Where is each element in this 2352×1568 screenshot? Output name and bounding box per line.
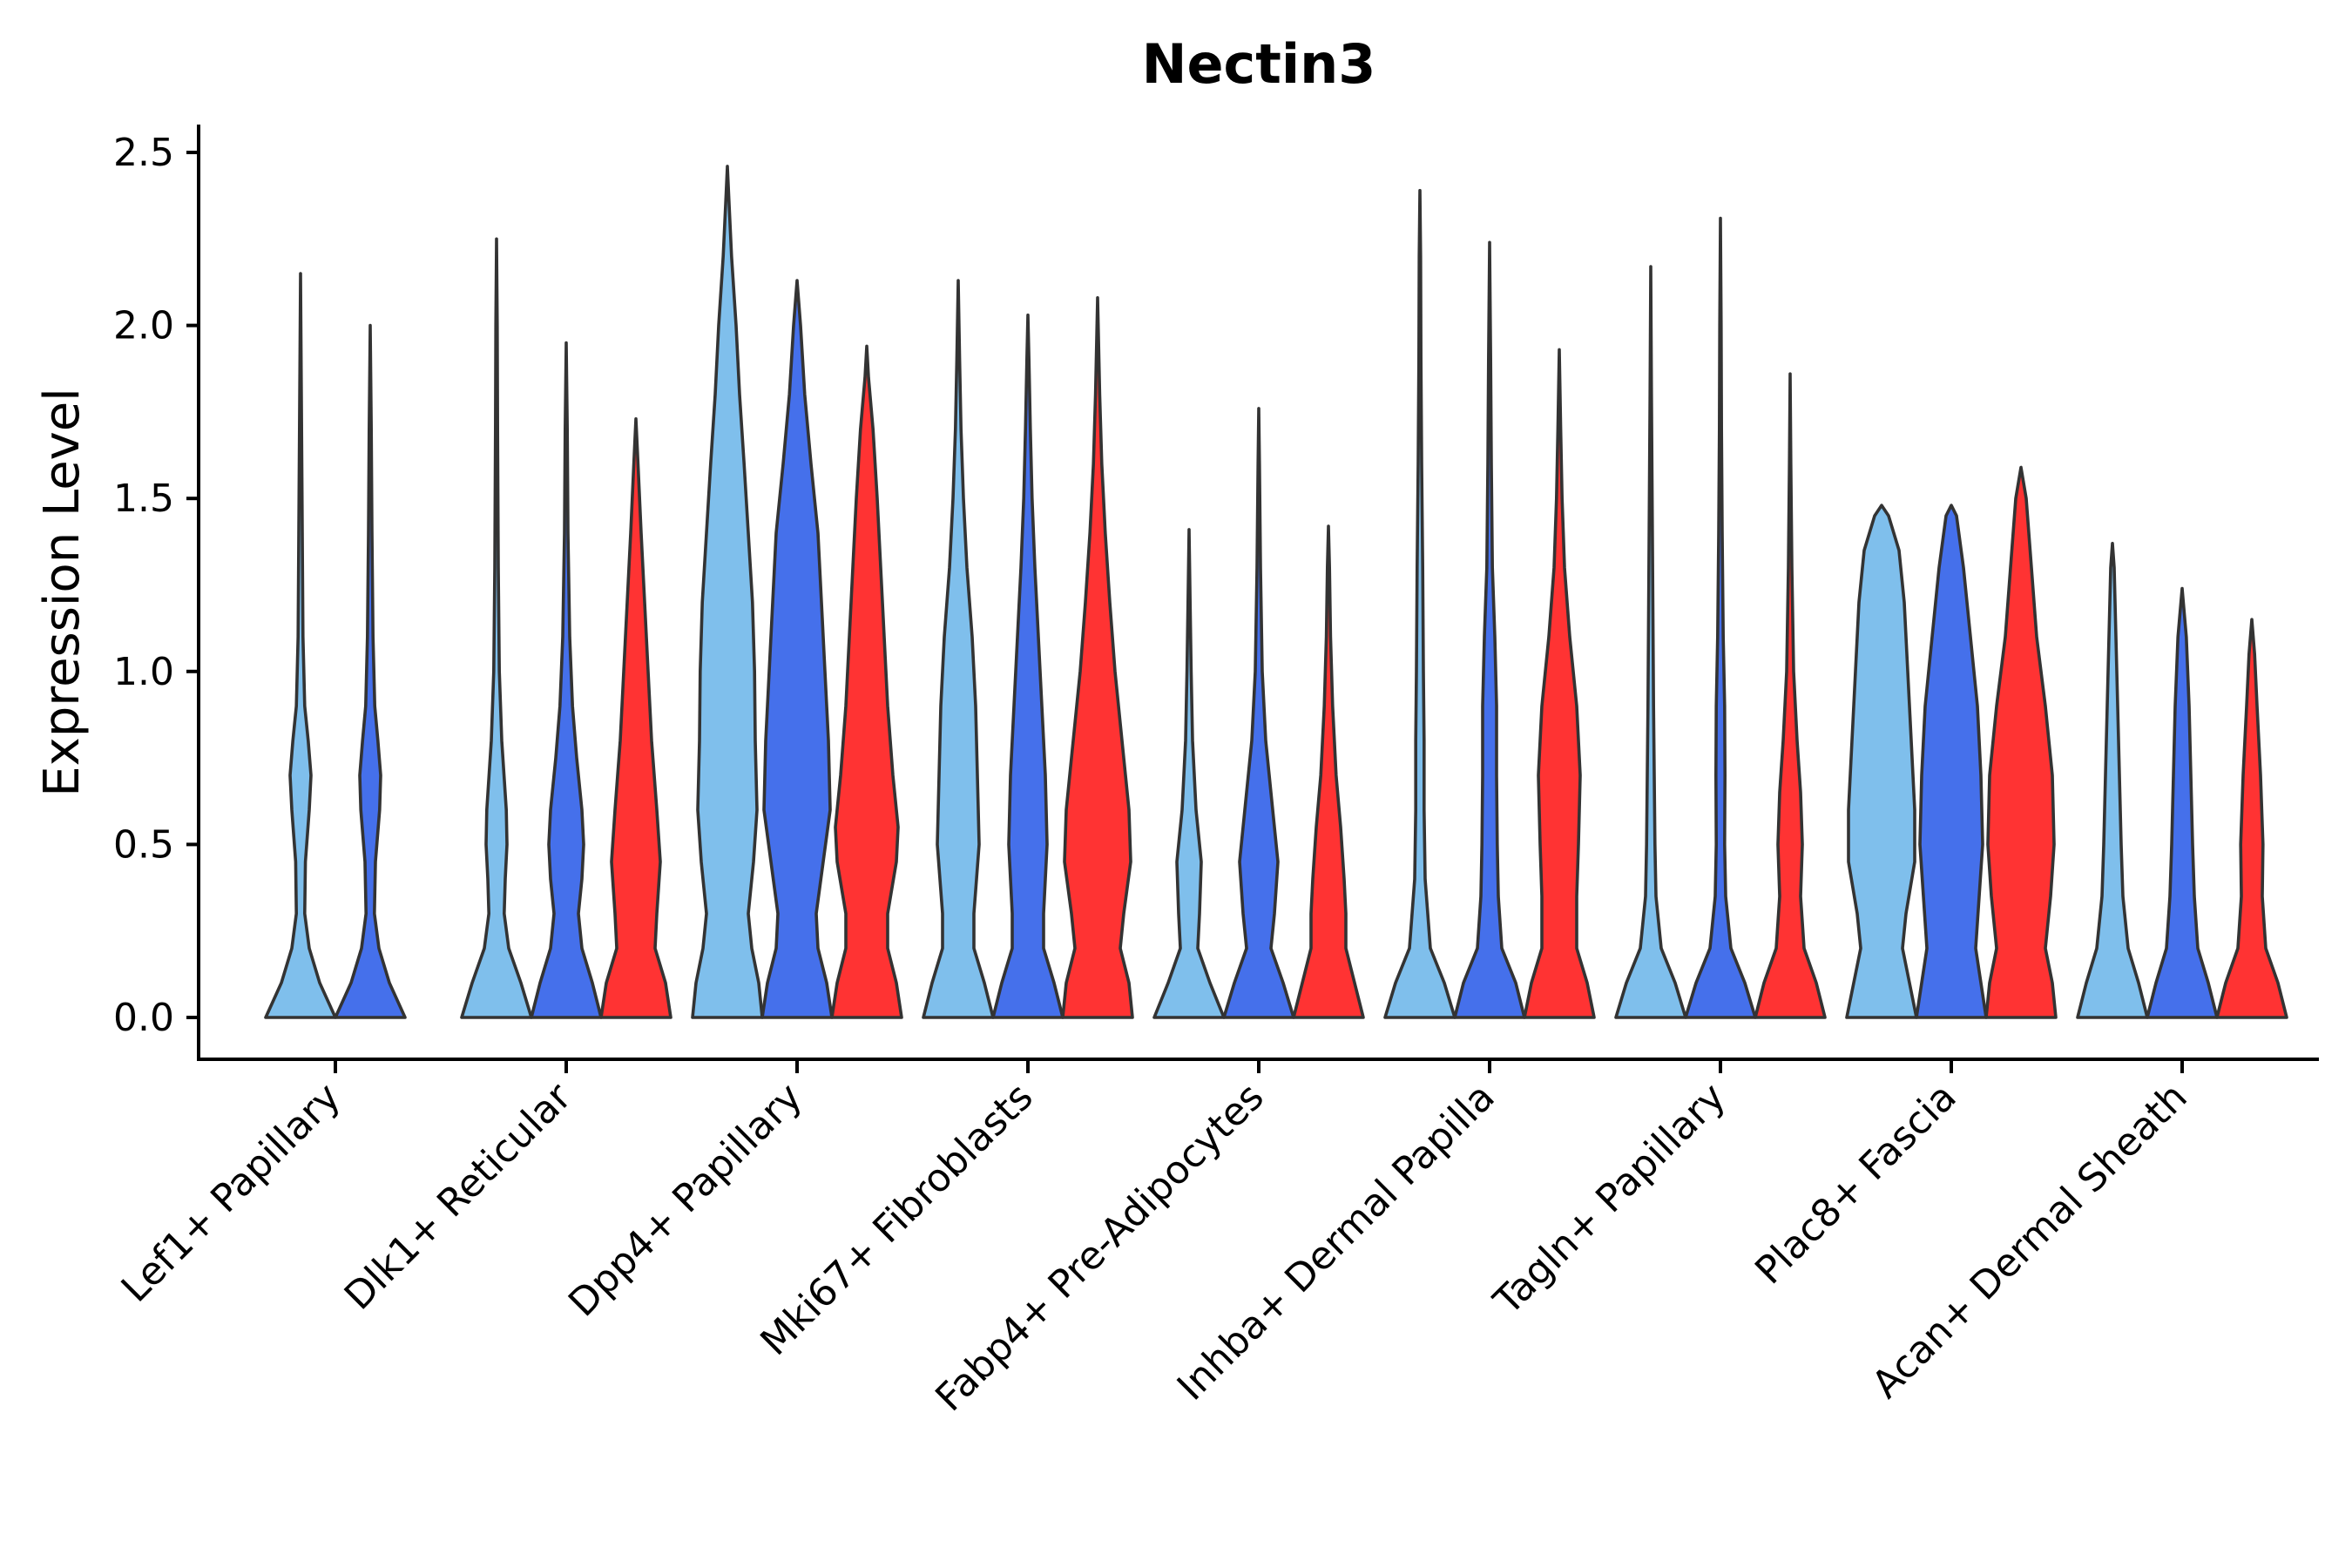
violin-layer — [264, 165, 2288, 1019]
y-tick-label: 0.0 — [113, 996, 174, 1040]
x-tick-label: Lef1+ Papillary — [113, 1075, 349, 1311]
y-tick-label: 1.5 — [113, 476, 174, 521]
violin-9-group-2 — [2146, 586, 2219, 1019]
y-tick-label: 2.5 — [113, 131, 174, 175]
violin-2-group-3 — [599, 417, 672, 1019]
x-tick-label: Plac8+ Fascia — [1747, 1075, 1965, 1294]
violin-9-group-3 — [2215, 618, 2288, 1019]
x-tick-label: Dlk1+ Reticular — [336, 1074, 581, 1319]
violin-3-group-2 — [760, 279, 834, 1019]
violin-5-group-3 — [1292, 524, 1365, 1019]
violin-7-group-2 — [1684, 216, 1757, 1019]
violin-5-group-1 — [1152, 528, 1226, 1019]
violin-6-group-2 — [1453, 240, 1526, 1019]
y-tick-label: 0.5 — [113, 822, 174, 867]
violin-7-group-3 — [1754, 372, 1827, 1019]
violin-3-group-3 — [830, 344, 903, 1019]
x-tick-label: Tagln+ Papillary — [1485, 1075, 1734, 1324]
violin-7-group-1 — [1614, 265, 1687, 1019]
violin-6-group-1 — [1383, 188, 1456, 1019]
violin-1-group-2 — [334, 323, 407, 1019]
y-tick-label: 2.0 — [113, 304, 174, 348]
x-tick-label: Dpp4+ Papillary — [560, 1075, 811, 1326]
violin-8-group-2 — [1915, 504, 1988, 1019]
violin-8-group-3 — [1984, 465, 2058, 1019]
violin-6-group-3 — [1523, 348, 1596, 1019]
chart-title: Nectin3 — [1142, 32, 1376, 96]
violin-2-group-1 — [460, 237, 533, 1019]
violin-9-group-1 — [2076, 542, 2149, 1019]
violin-4-group-2 — [991, 313, 1064, 1019]
y-axis-label: Expression Level — [34, 388, 91, 797]
violin-4-group-3 — [1061, 296, 1134, 1019]
violin-4-group-1 — [922, 279, 995, 1019]
y-axis-ticks: 0.0 0.5 1.0 1.5 2.0 2.5 — [113, 131, 199, 1040]
y-tick-label: 1.0 — [113, 650, 174, 694]
violin-8-group-1 — [1845, 504, 1918, 1019]
violin-5-group-2 — [1222, 407, 1295, 1019]
violin-1-group-1 — [264, 272, 337, 1019]
violin-2-group-2 — [530, 341, 603, 1019]
violin-3-group-1 — [691, 165, 764, 1019]
